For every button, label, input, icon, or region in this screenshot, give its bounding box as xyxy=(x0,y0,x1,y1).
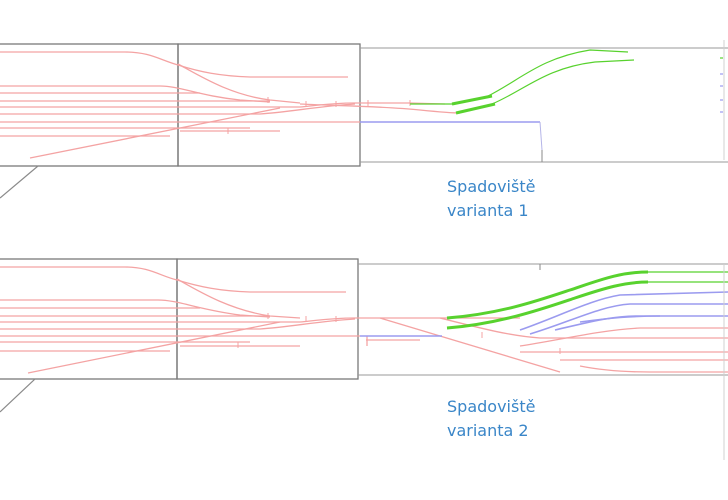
track xyxy=(0,318,356,330)
green-track xyxy=(487,49,629,97)
caption-variant-1: Spadoviště varianta 1 xyxy=(447,175,535,223)
caption-line-title: Spadoviště xyxy=(447,397,536,416)
variant-2-layout xyxy=(0,258,728,460)
diagonal-connector xyxy=(0,165,39,199)
station-frame xyxy=(0,43,728,199)
new-tracks-blue xyxy=(360,121,543,151)
track xyxy=(0,266,346,293)
station-block-middle xyxy=(177,43,361,167)
new-tracks-green xyxy=(410,49,635,115)
blue-track xyxy=(529,303,728,335)
green-track xyxy=(455,102,496,115)
blue-track xyxy=(579,315,661,323)
station-block-left xyxy=(0,43,179,167)
caption-line-variant: varianta 2 xyxy=(447,421,529,440)
caption-variant-2: Spadoviště varianta 2 xyxy=(447,395,535,443)
caption-line-title: Spadoviště xyxy=(447,177,536,196)
diagonal-connector xyxy=(0,378,36,413)
new-tracks-green xyxy=(446,270,728,330)
green-track xyxy=(446,280,649,330)
track xyxy=(0,317,520,323)
track-diagonal xyxy=(27,321,281,374)
track xyxy=(0,51,348,78)
blue-track xyxy=(519,291,728,331)
green-track xyxy=(451,94,493,106)
track-diagonal xyxy=(29,107,281,159)
track xyxy=(0,299,271,318)
right-edge-marks xyxy=(720,40,725,160)
station-block-middle xyxy=(176,258,359,380)
caption-line-variant: varianta 1 xyxy=(447,201,529,220)
track xyxy=(519,327,728,347)
track xyxy=(0,102,446,108)
blue-track xyxy=(539,121,543,151)
track xyxy=(0,85,271,103)
signal-ticks xyxy=(227,97,411,134)
variant-1-layout xyxy=(0,40,728,199)
green-track xyxy=(491,59,635,105)
green-track xyxy=(446,270,649,320)
track-diagonal xyxy=(379,317,561,373)
track xyxy=(176,278,301,319)
existing-tracks xyxy=(0,51,461,159)
track xyxy=(0,103,356,115)
track xyxy=(439,317,728,339)
track xyxy=(579,365,728,373)
track xyxy=(299,103,461,114)
existing-tracks xyxy=(0,266,728,374)
track xyxy=(177,63,301,104)
station-frame xyxy=(0,258,728,413)
new-tracks-blue xyxy=(360,291,728,337)
signal-ticks xyxy=(237,313,561,354)
